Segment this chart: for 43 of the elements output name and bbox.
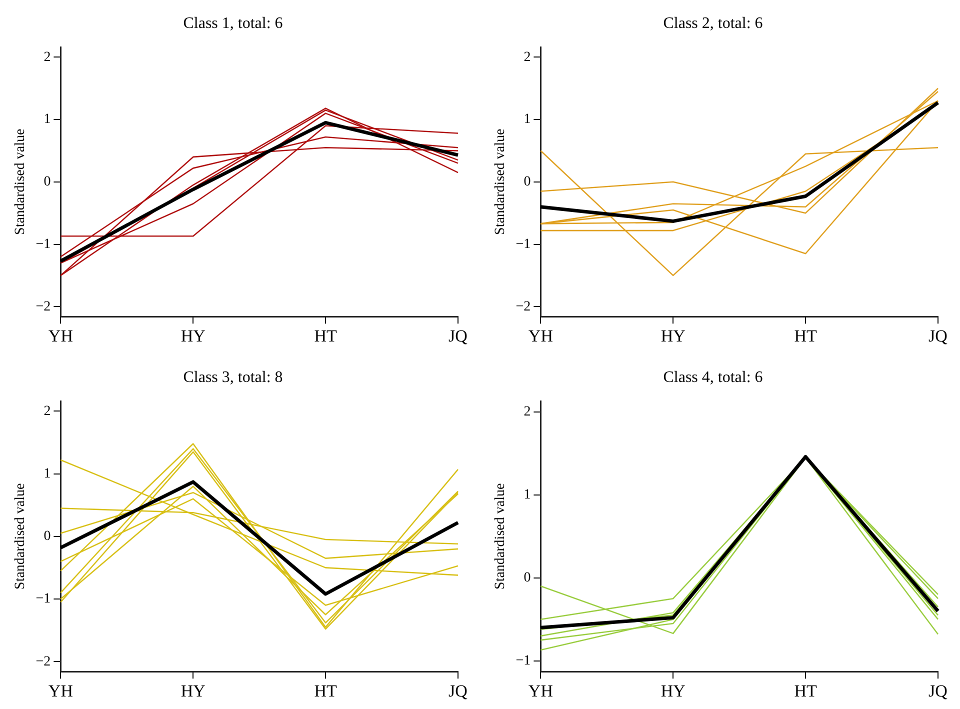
y-tick-label: −1 bbox=[36, 236, 51, 252]
y-tick-label: 1 bbox=[44, 112, 51, 128]
x-tick-label: JQ bbox=[928, 681, 948, 700]
y-tick-label: 2 bbox=[44, 404, 51, 419]
x-tick-label: YH bbox=[48, 681, 73, 700]
y-tick-label: −1 bbox=[516, 653, 531, 668]
y-tick-label: 2 bbox=[44, 50, 51, 65]
y-axis-title: Standardised value bbox=[493, 483, 508, 590]
x-tick-label: HT bbox=[794, 326, 818, 346]
y-tick-label: 0 bbox=[44, 174, 51, 190]
y-tick-label: 0 bbox=[524, 570, 531, 586]
chart-title: Class 4, total: 6 bbox=[663, 368, 763, 386]
chart-title: Class 2, total: 6 bbox=[663, 14, 763, 32]
y-tick-label: 0 bbox=[524, 174, 531, 190]
x-tick-label: HY bbox=[660, 681, 686, 700]
y-tick-label: 1 bbox=[44, 466, 51, 482]
x-tick-label: HY bbox=[180, 326, 206, 346]
x-tick-label: HY bbox=[660, 326, 686, 346]
y-tick-label: −2 bbox=[36, 299, 51, 314]
x-tick-label: HT bbox=[314, 681, 338, 700]
x-tick-label: HY bbox=[180, 681, 206, 700]
y-axis-title: Standardised value bbox=[493, 128, 508, 235]
x-tick-label: JQ bbox=[448, 681, 468, 700]
y-tick-label: 1 bbox=[524, 112, 531, 128]
y-tick-label: −2 bbox=[516, 299, 531, 314]
x-tick-label: YH bbox=[528, 326, 553, 346]
x-tick-label: JQ bbox=[448, 326, 468, 346]
x-tick-label: HT bbox=[314, 326, 338, 346]
x-tick-label: HT bbox=[794, 681, 818, 700]
x-tick-label: YH bbox=[528, 681, 553, 700]
y-axis-title: Standardised value bbox=[13, 483, 28, 590]
y-tick-label: −2 bbox=[36, 654, 51, 670]
x-tick-label: JQ bbox=[928, 326, 948, 346]
y-axis-title: Standardised value bbox=[13, 128, 28, 235]
x-tick-label: YH bbox=[48, 326, 73, 346]
chart-title: Class 3, total: 8 bbox=[183, 368, 283, 386]
y-tick-label: −1 bbox=[36, 592, 51, 607]
y-tick-label: 0 bbox=[44, 529, 51, 544]
y-tick-label: 1 bbox=[524, 488, 531, 503]
chart-title: Class 1, total: 6 bbox=[183, 14, 283, 32]
y-tick-label: 2 bbox=[524, 50, 531, 65]
y-tick-label: −1 bbox=[516, 236, 531, 252]
y-tick-label: 2 bbox=[524, 404, 531, 420]
